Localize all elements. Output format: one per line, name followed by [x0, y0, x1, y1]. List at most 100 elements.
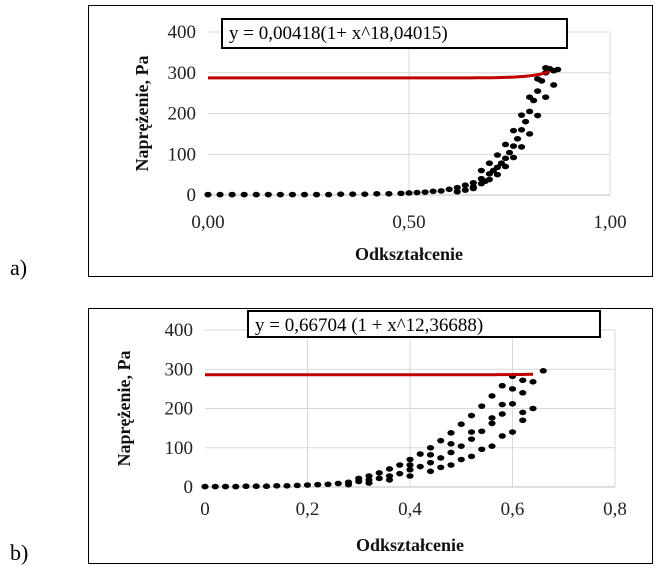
data-point: [426, 444, 435, 451]
data-point: [447, 462, 455, 468]
data-point: [283, 483, 291, 489]
data-point: [406, 466, 414, 473]
data-point: [276, 191, 284, 198]
y-tick-label: 300: [165, 359, 194, 380]
data-point: [453, 188, 461, 195]
data-point: [324, 481, 332, 488]
data-point: [373, 190, 381, 197]
y-tick-label: 400: [168, 22, 197, 43]
y-tick-label: 300: [168, 63, 197, 84]
data-point: [534, 88, 542, 94]
data-point: [293, 482, 301, 489]
data-point: [534, 76, 542, 82]
data-point: [461, 187, 469, 193]
y-axis-title: Naprężenie, Pa: [132, 56, 152, 172]
data-point: [457, 456, 465, 463]
data-point: [312, 191, 321, 198]
data-point: [478, 403, 486, 409]
data-point: [385, 473, 394, 479]
data-point: [526, 131, 534, 137]
data-point: [467, 412, 476, 419]
data-point: [529, 405, 537, 412]
data-point: [526, 108, 534, 115]
data-point: [252, 483, 260, 490]
data-point: [421, 189, 429, 195]
data-point: [344, 481, 353, 488]
data-point: [375, 470, 383, 476]
data-point: [453, 184, 461, 191]
x-tick-label: 0,6: [501, 499, 525, 520]
data-point: [264, 191, 272, 198]
fit-line: [205, 372, 533, 377]
data-point: [485, 160, 493, 167]
data-point: [406, 473, 414, 479]
data-point: [517, 144, 526, 150]
data-point: [406, 456, 414, 463]
data-point: [509, 127, 518, 134]
x-tick-label: 0,00: [191, 212, 224, 233]
data-point: [517, 127, 526, 133]
data-point: [365, 473, 373, 479]
data-point: [529, 379, 537, 385]
equation-label: y = 0,00418(1+ x^18,04015): [229, 23, 448, 44]
data-point: [519, 409, 527, 416]
data-point: [469, 179, 477, 186]
y-tick-label: 200: [165, 399, 194, 420]
data-point: [467, 429, 476, 435]
data-point: [467, 436, 476, 442]
data-point: [505, 149, 514, 156]
data-point: [201, 483, 209, 490]
data-point: [396, 462, 404, 468]
data-point: [539, 368, 547, 374]
data-point: [426, 459, 435, 466]
data-point: [405, 190, 413, 196]
data-point: [445, 186, 453, 193]
data-point: [550, 82, 558, 88]
data-point: [508, 429, 517, 435]
data-point: [216, 191, 224, 198]
x-axis-title: Odkształcenie: [356, 535, 464, 555]
data-point: [300, 191, 309, 198]
chart-b-frame: [88, 308, 653, 564]
data-point: [509, 143, 518, 149]
data-point: [325, 191, 333, 198]
data-point: [221, 483, 230, 490]
x-tick-label: 0,8: [603, 499, 627, 520]
y-tick-label: 0: [187, 185, 197, 206]
data-point: [406, 462, 414, 468]
data-point: [493, 164, 502, 171]
data-point: [457, 443, 465, 449]
y-tick-label: 200: [168, 104, 197, 125]
data-point: [501, 163, 510, 170]
x-tick-label: 0,2: [296, 499, 320, 520]
data-point: [365, 480, 373, 486]
data-point: [447, 441, 455, 447]
data-point: [426, 468, 435, 475]
data-point: [447, 449, 455, 456]
y-tick-label: 100: [168, 144, 197, 165]
chart-a-frame: [88, 5, 653, 277]
data-point: [396, 470, 404, 477]
data-point: [437, 437, 445, 444]
data-point: [488, 415, 496, 421]
data-point: [488, 443, 496, 449]
data-point: [477, 167, 485, 174]
data-point: [509, 154, 518, 161]
data-point: [232, 483, 240, 490]
data-point: [542, 94, 550, 100]
data-point: [429, 188, 437, 195]
data-point: [501, 141, 510, 148]
data-point: [526, 94, 534, 100]
data-point: [385, 477, 394, 483]
data-point: [437, 464, 445, 471]
data-point: [534, 112, 542, 119]
x-tick-label: 0,50: [392, 212, 425, 233]
y-tick-label: 400: [165, 320, 194, 341]
data-point: [355, 475, 363, 482]
data-point: [457, 421, 465, 428]
data-point: [554, 66, 562, 73]
data-point: [493, 152, 502, 158]
data-point: [508, 400, 517, 407]
data-point: [521, 118, 530, 125]
data-point: [501, 155, 510, 162]
